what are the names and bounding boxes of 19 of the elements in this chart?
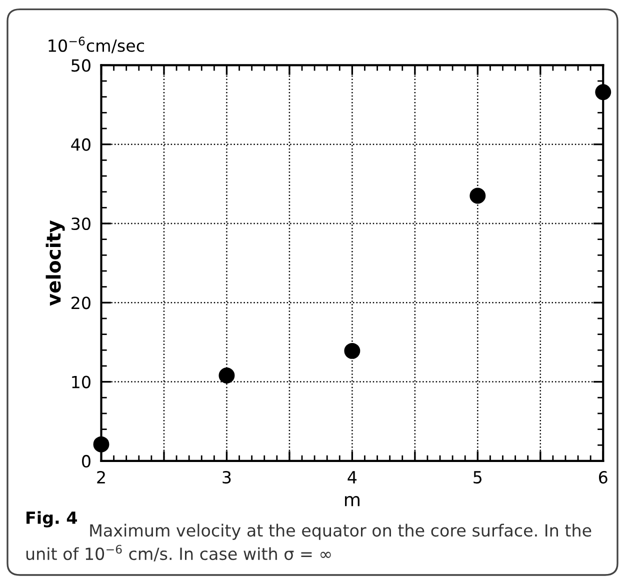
point [93, 436, 110, 452]
x-tick-label: 4 [348, 471, 357, 484]
y-tick-label: 50 [72, 59, 90, 72]
point [218, 367, 235, 384]
y-axis-title: velocity [46, 220, 65, 306]
point [344, 342, 360, 359]
point [595, 84, 612, 100]
x-tick-label: 3 [222, 470, 231, 484]
x-tick-label: 5 [474, 471, 482, 484]
y-tick-label: 40 [71, 138, 90, 151]
y-tick-label: 10 [72, 376, 90, 388]
y-tick-label: 0 [82, 454, 90, 468]
x-tick-label: 2 [97, 470, 105, 484]
x-tick-label: 6 [598, 470, 608, 484]
y-tick-label: 20 [72, 296, 90, 310]
point [470, 188, 486, 204]
x-axis-title: m [345, 496, 360, 506]
text: 10$^{−6}$cm/sec [48, 36, 144, 54]
y-tick-label: 30 [72, 217, 90, 230]
